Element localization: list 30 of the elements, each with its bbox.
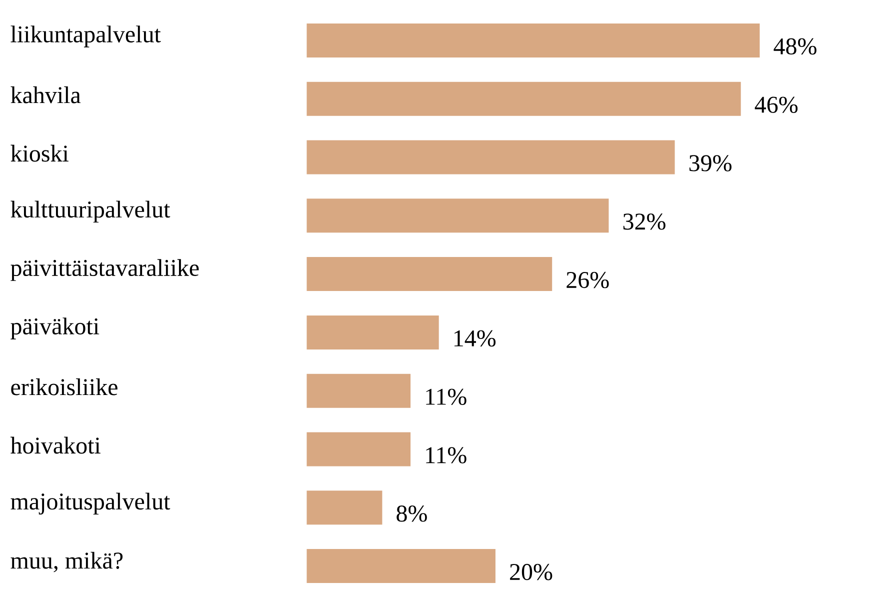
data-label: 39%	[689, 155, 732, 172]
data-label: 20%	[510, 564, 552, 580]
y-tick-label: kahvila	[10, 86, 81, 104]
bar	[306, 374, 411, 408]
y-tick-label: hoivakoti	[10, 436, 100, 454]
bar	[306, 315, 439, 350]
data-label: 32%	[623, 214, 666, 230]
y-tick-label: majoituspalvelut	[10, 492, 170, 515]
data-label: 48%	[774, 38, 816, 55]
data-label: 14%	[454, 330, 496, 347]
y-tick-label: päivittäistavaraliike	[10, 259, 199, 281]
data-label: 11%	[426, 447, 466, 464]
y-tick-label: liikuntapalvelut	[10, 26, 161, 48]
data-label: 8%	[396, 506, 427, 522]
bar	[306, 432, 411, 466]
bar	[306, 198, 609, 233]
data-label: 11%	[426, 388, 466, 405]
data-label: 46%	[754, 96, 798, 113]
bar	[306, 82, 741, 116]
bar	[306, 490, 382, 525]
y-tick-label: erikoisliike	[11, 378, 118, 396]
y-tick-label: muu, mikä?	[10, 552, 123, 572]
bar	[306, 140, 675, 174]
y-tick-label: kulttuuripalvelut	[10, 200, 170, 223]
bar	[306, 549, 496, 584]
bar	[306, 257, 552, 292]
y-tick-label: kioski	[10, 144, 68, 162]
y-tick-label: päiväkoti	[10, 318, 100, 340]
bar	[306, 23, 760, 58]
data-label: 26%	[566, 272, 609, 288]
